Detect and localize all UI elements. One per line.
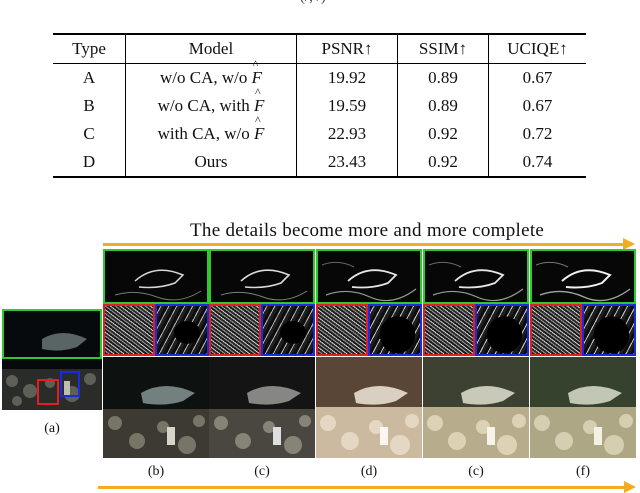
header-type: Type xyxy=(72,39,106,58)
blue-crop-c1 xyxy=(261,304,315,356)
cell-ssim: 0.89 xyxy=(397,92,489,120)
f-hat-symbol: F xyxy=(252,57,262,88)
model-text: with CA, w/o xyxy=(157,124,254,143)
cell-ssim: 0.89 xyxy=(397,63,489,92)
top-progress-arrow xyxy=(103,238,635,250)
ablation-table: Type Model PSNR↑ SSIM↑ UCIQE↑ A w/o CA, … xyxy=(53,33,586,178)
cell-psnr: 19.92 xyxy=(296,63,398,92)
cell-type: D xyxy=(82,152,96,171)
table-row: C with CA, w/o F 22.93 0.92 0.72 xyxy=(53,113,586,148)
cell-psnr: 23.43 xyxy=(296,148,398,177)
figure-caption: The details become more and more complet… xyxy=(190,220,545,241)
cell-uciqe: 0.67 xyxy=(488,92,586,120)
green-region-box xyxy=(2,309,102,359)
cell-ssim: 0.92 xyxy=(397,148,489,177)
header-uciqe: UCIQE↑ xyxy=(488,34,586,64)
table-header-row: Type Model PSNR↑ SSIM↑ UCIQE↑ xyxy=(53,34,586,64)
label-a: (a) xyxy=(44,421,60,436)
red-crop-c2 xyxy=(423,304,475,356)
cell-model: w/o CA, w/o F xyxy=(125,57,297,92)
cell-type: C xyxy=(83,124,95,143)
result-image-b xyxy=(103,357,209,458)
result-image-d xyxy=(316,357,422,458)
blue-crop-b xyxy=(155,304,209,356)
label-b: (b) xyxy=(147,464,165,479)
label-f: (f) xyxy=(576,464,590,479)
blue-region-box xyxy=(60,371,80,397)
cell-psnr: 22.93 xyxy=(296,120,398,148)
clipped-caption: (/, /) xyxy=(300,0,326,6)
label-c1: (c) xyxy=(254,464,270,479)
result-image-f xyxy=(530,357,636,458)
model-text: w/o CA, w/o xyxy=(159,68,252,87)
result-image-c2 xyxy=(423,357,529,458)
cell-model: with CA, w/o F xyxy=(125,113,297,148)
model-text: Ours xyxy=(194,152,228,171)
edge-map-b xyxy=(103,249,209,304)
edge-map-c1 xyxy=(209,249,315,304)
edge-map-c2 xyxy=(423,249,529,304)
header-psnr: PSNR↑ xyxy=(296,34,398,64)
red-crop-b xyxy=(103,304,155,356)
cell-type: A xyxy=(82,68,96,87)
edge-map-d xyxy=(316,249,422,304)
cell-uciqe: 0.67 xyxy=(488,63,586,92)
red-crop-c1 xyxy=(209,304,261,356)
blue-crop-d xyxy=(368,304,422,356)
header-model: Model xyxy=(125,34,297,64)
cell-uciqe: 0.72 xyxy=(488,120,586,148)
cell-ssim: 0.92 xyxy=(397,120,489,148)
cell-psnr: 19.59 xyxy=(296,92,398,120)
table-row: B w/o CA, with F 19.59 0.89 0.67 xyxy=(53,85,586,120)
red-crop-d xyxy=(316,304,368,356)
table-row: D Ours 23.43 0.92 0.74 xyxy=(53,148,586,177)
blue-crop-c2 xyxy=(475,304,529,356)
table-row: A w/o CA, w/o F 19.92 0.89 0.67 xyxy=(53,57,586,92)
f-hat-symbol: F xyxy=(254,85,264,116)
blue-crop-f xyxy=(582,304,636,356)
label-d: (d) xyxy=(360,464,378,479)
label-c2: (c) xyxy=(468,464,484,479)
f-hat-symbol: F xyxy=(254,113,264,144)
cell-model: Ours xyxy=(125,148,297,177)
red-region-box xyxy=(37,379,59,405)
bottom-progress-arrow xyxy=(98,481,636,493)
cell-uciqe: 0.74 xyxy=(488,148,586,177)
header-ssim: SSIM↑ xyxy=(397,34,489,64)
result-image-c1 xyxy=(209,357,315,458)
cell-model: w/o CA, with F xyxy=(125,85,297,120)
model-text: w/o CA, with xyxy=(157,96,254,115)
input-underwater-image xyxy=(2,309,102,410)
red-crop-f xyxy=(530,304,582,356)
cell-type: B xyxy=(83,96,95,115)
edge-map-f xyxy=(530,249,636,304)
